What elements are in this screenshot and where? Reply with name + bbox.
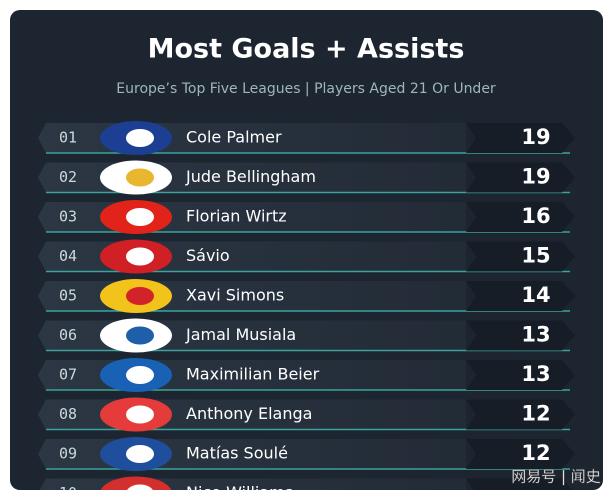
value-box [466,439,575,469]
rank: 06 [59,326,77,344]
rank: 09 [59,445,77,463]
rank: 07 [59,366,77,384]
value-box [466,241,575,272]
club-logo-detail [126,445,154,463]
rank: 05 [59,287,77,305]
rank: 03 [59,208,77,226]
value-box [466,360,575,390]
club-logo-detail [126,366,154,384]
value-box [466,399,575,430]
player-name: Anthony Elanga [186,404,312,423]
club-logo-detail [126,287,154,305]
player-name: Cole Palmer [186,128,282,147]
rank: 02 [59,168,77,186]
value-box [466,478,575,490]
player-name: Matías Soulé [186,444,288,463]
goal-contributions: 16 [521,204,550,228]
player-name: Jamal Musiala [185,325,296,344]
goal-contributions: 15 [521,244,550,268]
subtitle: Europe’s Top Five Leagues | Players Aged… [116,81,496,97]
title: Most Goals + Assists [148,34,465,65]
rank: 04 [59,247,77,265]
club-logo-detail [126,247,154,266]
goal-contributions: 12 [521,402,550,426]
club-logo-detail [126,168,154,187]
player-name: Nico Williams [186,483,293,500]
rank: 08 [59,405,77,423]
rank: 10 [59,484,77,500]
club-logo [100,476,172,490]
goal-contributions: 14 [521,283,550,307]
goal-contributions: 12 [521,441,550,465]
rows: 01 Cole Palmer 19 02 Jude Bellingham 19 03 Flor… [38,121,575,500]
player-name: Maximilian Beier [186,365,320,384]
club-logo-detail [126,208,154,226]
club-logo-detail [126,326,154,345]
goal-contributions: 13 [521,362,550,386]
value-box [466,281,575,311]
goal-contributions: 19 [521,165,550,189]
player-name: Xavi Simons [186,286,284,305]
club-logo-detail [126,405,154,424]
player-name: Florian Wirtz [186,207,287,226]
club-logo-detail [126,484,154,490]
goal-contributions: 13 [521,323,550,347]
club-logo-detail [126,129,154,147]
value-box [466,123,575,153]
player-name: Sávio [186,246,230,265]
goal-contributions: 19 [521,125,550,149]
player-name: Jude Bellingham [185,167,316,186]
watermark: 网易号 | 闻史 [511,468,601,486]
rank: 01 [59,129,77,147]
value-box [466,162,575,193]
value-box [466,202,575,232]
value-box [466,320,575,351]
